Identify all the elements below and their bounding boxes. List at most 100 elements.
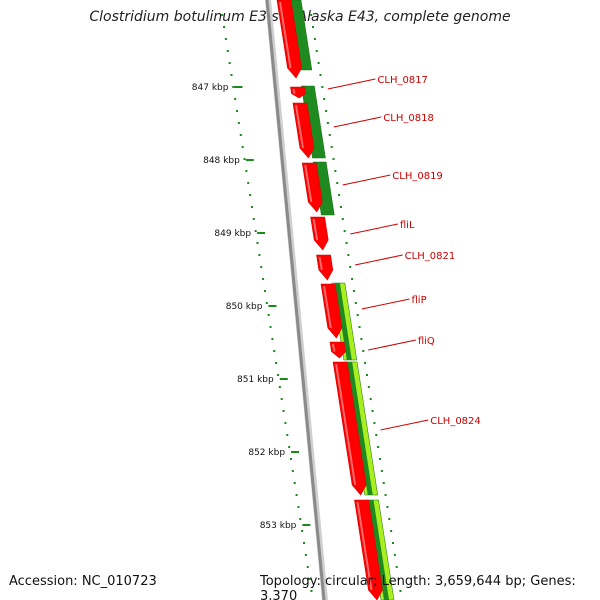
- tick-dot: [356, 314, 359, 316]
- gene-label-clh_0817: CLH_0817: [377, 75, 428, 86]
- tick-dot: [364, 362, 367, 364]
- tick-dot: [241, 146, 244, 148]
- gene-label-fliq: fliQ: [418, 336, 435, 347]
- gene-leader-line: [361, 298, 410, 310]
- scale-ticks: 847 kbp 848 kbp 849 kbp 850 kbp 851 kbp 852 k…: [192, 83, 311, 531]
- tick-dot: [293, 482, 296, 484]
- tick-dot: [323, 98, 326, 100]
- tick-dot: [352, 290, 355, 292]
- tick-dot: [380, 470, 383, 472]
- scale-tick-label: 853 kbp: [260, 521, 297, 531]
- tick-dot: [243, 158, 246, 160]
- tick-dot: [321, 86, 324, 88]
- forward-cds-highlight-2: [292, 88, 296, 94]
- scale-tick-mark: [245, 159, 254, 161]
- tick-dot: [371, 410, 374, 412]
- tick-dot: [303, 542, 306, 544]
- forward-cds-highlight-10: [356, 501, 373, 591]
- tick-dot: [345, 242, 348, 244]
- scale-tick-mark: [257, 232, 266, 234]
- tick-dot: [236, 110, 239, 112]
- reverse-cds-inner-6: [368, 500, 389, 600]
- tick-dot: [397, 578, 400, 580]
- tick-dot: [377, 446, 380, 448]
- gene-leader-line: [368, 339, 416, 351]
- tick-dot: [375, 434, 378, 436]
- tick-dot: [399, 590, 402, 592]
- forward-cds-highlight-5: [312, 218, 319, 241]
- tick-dot: [297, 506, 300, 508]
- tick-dot: [349, 266, 352, 268]
- tick-dot: [354, 302, 357, 304]
- tick-dot: [295, 494, 298, 496]
- scale-tick-mark: [268, 305, 277, 307]
- tick-dot: [286, 434, 289, 436]
- tick-dot: [338, 194, 341, 196]
- tick-dot: [256, 242, 259, 244]
- tick-dot: [341, 218, 344, 220]
- reverse-cds-inner-5: [347, 362, 373, 495]
- tick-dot: [306, 566, 309, 568]
- scale-tick-mark: [279, 378, 288, 380]
- tick-dot: [386, 506, 389, 508]
- tick-dot: [223, 26, 226, 28]
- tick-dot: [347, 254, 350, 256]
- tick-dot: [392, 542, 395, 544]
- accession-text: Accession: NC_010723: [9, 574, 157, 589]
- forward-cds-highlight-9: [335, 363, 357, 486]
- forward-cds-highlight-4: [304, 164, 313, 203]
- genome-summary-text: Topology: circular; Length: 3,659,644 bp…: [260, 574, 576, 600]
- tick-dot: [230, 74, 233, 76]
- tick-dot: [247, 182, 250, 184]
- tick-dot: [339, 206, 342, 208]
- tick-dot: [390, 530, 393, 532]
- tick-dot: [336, 182, 339, 184]
- tick-dot: [289, 458, 292, 460]
- gene-leader-line: [333, 116, 382, 128]
- tick-dot: [395, 566, 398, 568]
- scale-tick-label: 849 kbp: [214, 229, 251, 239]
- tick-dot: [284, 422, 287, 424]
- tick-dot: [382, 482, 385, 484]
- tick-dot: [278, 386, 281, 388]
- tick-dot: [263, 290, 266, 292]
- tick-dot: [351, 278, 354, 280]
- tick-dot: [326, 122, 329, 124]
- tick-dot: [330, 146, 333, 148]
- tick-dot: [275, 362, 278, 364]
- tick-dot: [271, 338, 274, 340]
- tick-dot: [308, 578, 311, 580]
- gene-leader-line: [342, 174, 391, 186]
- tick-dot: [393, 554, 396, 556]
- tick-dot: [328, 134, 331, 136]
- tick-dot: [252, 218, 255, 220]
- tick-dot: [365, 374, 368, 376]
- tick-dot: [237, 122, 240, 124]
- tick-dot: [304, 554, 307, 556]
- tick-dot: [232, 86, 235, 88]
- scale-tick-label: 851 kbp: [237, 375, 274, 385]
- tick-dot: [378, 458, 381, 460]
- tick-dot: [325, 110, 328, 112]
- tick-dot: [384, 494, 387, 496]
- tick-dot: [245, 170, 248, 172]
- tick-dot: [260, 266, 263, 268]
- reverse-cds-inner-4: [334, 283, 352, 360]
- tick-dot: [226, 50, 229, 52]
- gene-leader-line: [327, 78, 376, 90]
- gene-leader-line: [350, 223, 398, 235]
- backbone: [265, 0, 328, 600]
- tick-dot: [249, 194, 252, 196]
- tick-dot: [221, 14, 224, 16]
- scale-tick-mark: [291, 451, 300, 453]
- tick-dot: [269, 326, 272, 328]
- gene-label-clh_0821: CLH_0821: [405, 251, 456, 262]
- gene-label-clh_0819: CLH_0819: [392, 171, 443, 182]
- tick-dot: [310, 14, 313, 16]
- scale-tick-label: 848 kbp: [203, 156, 240, 166]
- tick-dot: [334, 170, 337, 172]
- tick-dot: [254, 230, 257, 232]
- tick-dot: [250, 206, 253, 208]
